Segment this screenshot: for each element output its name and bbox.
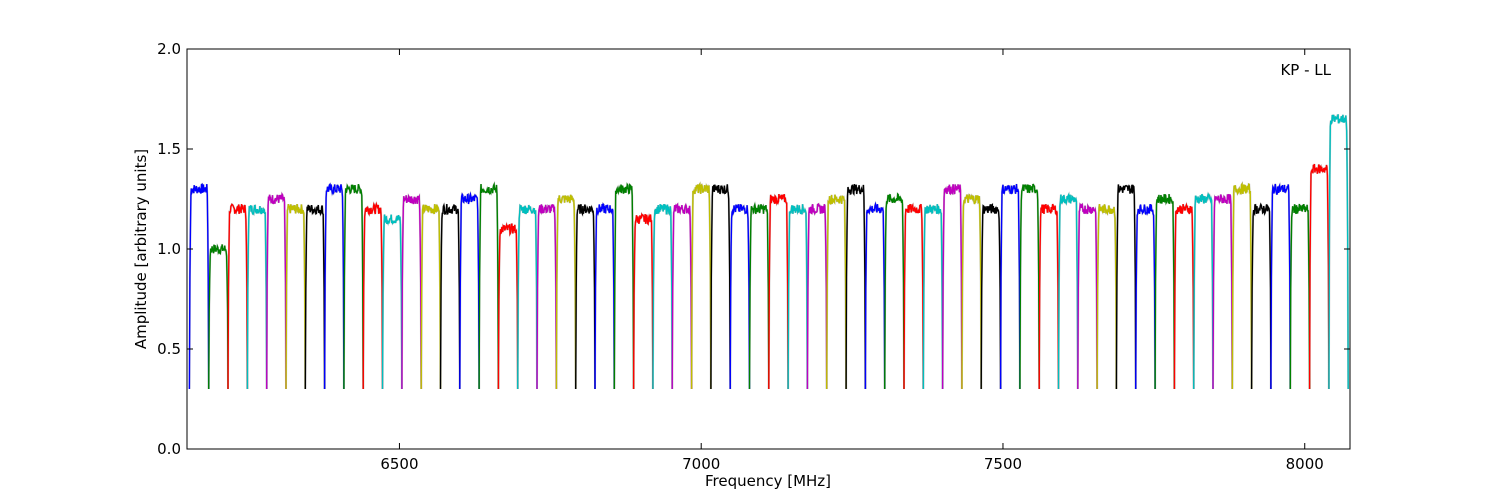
channel-curve-20 (575, 204, 596, 390)
channel-curve-45 (1057, 192, 1079, 390)
channel-curves (188, 114, 1349, 390)
channel-curve-33 (826, 194, 847, 390)
channel-curve-24 (652, 204, 673, 390)
channel-curve-6 (304, 204, 326, 390)
channel-curve-57 (1289, 203, 1311, 390)
channel-curve-44 (1038, 203, 1060, 390)
channel-curve-32 (806, 202, 828, 390)
channel-curve-48 (1115, 184, 1137, 390)
channel-curve-35 (864, 201, 886, 390)
channel-curve-52 (1192, 192, 1214, 390)
channel-curve-11 (401, 193, 422, 390)
channel-curve-50 (1154, 194, 1176, 390)
channel-curve-25 (671, 202, 693, 390)
channel-curve-19 (555, 194, 577, 390)
channel-curve-26 (690, 182, 712, 390)
channel-curve-31 (787, 204, 809, 390)
channel-curve-18 (536, 204, 558, 390)
channel-curve-46 (1077, 202, 1098, 390)
channel-curve-51 (1173, 202, 1195, 390)
y-tick-label: 0.5 (157, 340, 181, 358)
y-tick-label: 0.0 (157, 440, 181, 458)
channel-curve-2 (227, 203, 249, 390)
channel-curve-37 (903, 202, 924, 390)
y-axis-ticks: 0.0 0.5 1.0 1.5 2.0 (157, 40, 1350, 458)
x-tick-label: 7500 (984, 455, 1022, 473)
channel-curve-59 (1328, 114, 1349, 390)
channel-curve-15 (478, 181, 500, 390)
channel-curve-58 (1308, 163, 1330, 390)
channel-curve-55 (1250, 202, 1272, 390)
x-axis-ticks: 6500 7000 7500 8000 (380, 49, 1324, 473)
x-axis-label: Frequency [MHz] (705, 472, 831, 490)
channel-curve-1 (208, 243, 229, 390)
channel-curve-38 (922, 204, 944, 390)
channel-curve-8 (343, 183, 364, 390)
channel-curve-30 (768, 193, 789, 390)
channel-curve-47 (1096, 204, 1118, 390)
plot-annotation: KP - LL (1280, 61, 1331, 79)
channel-curve-13 (439, 202, 461, 390)
channel-curve-10 (381, 214, 403, 390)
y-tick-label: 1.5 (157, 140, 181, 158)
channel-curve-34 (845, 184, 867, 390)
channel-curve-56 (1270, 182, 1292, 390)
channel-curve-21 (594, 202, 615, 390)
channel-curve-17 (517, 204, 538, 390)
channel-curve-36 (884, 192, 905, 390)
y-tick-label: 1.0 (157, 240, 181, 258)
y-tick-label: 2.0 (157, 40, 181, 58)
channel-curve-3 (246, 204, 268, 390)
channel-curve-53 (1212, 193, 1234, 390)
channel-curve-9 (362, 201, 384, 390)
channel-curve-27 (710, 184, 731, 390)
channel-curve-4 (266, 192, 287, 390)
channel-curve-5 (285, 203, 306, 390)
channel-curve-7 (323, 182, 345, 390)
channel-curve-14 (459, 191, 480, 390)
channel-curve-43 (1019, 183, 1040, 390)
channel-curve-0 (188, 183, 210, 390)
channel-curve-41 (980, 203, 1002, 390)
channel-curve-16 (497, 222, 519, 390)
channel-curve-39 (941, 184, 963, 390)
channel-curve-12 (420, 204, 442, 390)
channel-curve-28 (729, 204, 751, 390)
x-tick-label: 7000 (682, 455, 720, 473)
x-tick-label: 6500 (380, 455, 418, 473)
channel-curve-29 (748, 202, 770, 390)
channel-curve-49 (1134, 203, 1156, 390)
channel-curve-40 (961, 193, 982, 390)
x-tick-label: 8000 (1286, 455, 1324, 473)
channel-curve-54 (1231, 181, 1253, 390)
channel-curve-22 (613, 182, 635, 390)
y-axis-label: Amplitude [arbitrary units] (132, 149, 150, 349)
channel-curve-23 (632, 212, 654, 390)
channel-curve-42 (999, 183, 1021, 390)
